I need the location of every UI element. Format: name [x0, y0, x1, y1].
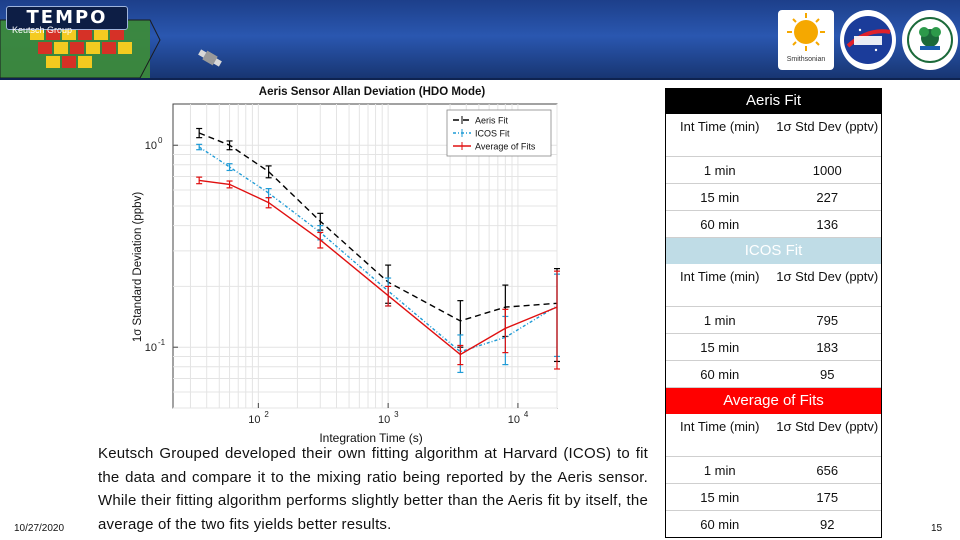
int-time-cell: 15 min [700, 489, 740, 505]
x-tick-exponent: 4 [524, 410, 529, 419]
table-row: 60 min 136 [666, 211, 881, 238]
icos-header-row: Int Time (min) 1σ Std Dev (pptv) [666, 264, 881, 307]
sun-icon [787, 13, 825, 51]
y-tick-label: 10 [145, 342, 157, 354]
series-line [199, 179, 558, 356]
chart-svg: Aeris Sensor Allan Deviation (HDO Mode) … [132, 86, 560, 445]
int-time-cell: 15 min [700, 339, 740, 355]
chart-title: Aeris Sensor Allan Deviation (HDO Mode) [259, 86, 486, 98]
epa-logo [902, 10, 958, 70]
std-dev-cell: 656 [816, 462, 839, 478]
tempo-logo: TEMPO [6, 6, 128, 30]
std-dev-cell: 227 [816, 189, 839, 205]
table-row: 15 min 183 [666, 334, 881, 361]
table-row: 15 min 227 [666, 184, 881, 211]
satellite-icon [198, 49, 222, 67]
average-header-row: Int Time (min) 1σ Std Dev (pptv) [666, 414, 881, 457]
smithsonian-logo: Smithsonian [778, 10, 834, 70]
col-int-time: Int Time (min) [680, 419, 760, 434]
int-time-cell: 1 min [703, 312, 736, 328]
group-label: Keutsch Group [12, 25, 73, 35]
int-time-cell: 1 min [703, 162, 736, 178]
aeris-table-title: Aeris Fit [666, 88, 881, 114]
x-tick-label: 10 [378, 414, 390, 426]
x-tick-label: 10 [508, 414, 520, 426]
table-row: 15 min 175 [666, 484, 881, 511]
x-tick-exponent: 3 [394, 410, 399, 419]
std-dev-cell: 795 [816, 312, 839, 328]
icos-table-title: ICOS Fit [666, 238, 881, 264]
y-tick-exponent: -1 [158, 338, 166, 347]
aeris-header-row: Int Time (min) 1σ Std Dev (pptv) [666, 114, 881, 157]
std-dev-cell: 136 [816, 216, 839, 232]
nasa-meatball-icon [844, 16, 892, 64]
series-line [198, 146, 558, 353]
y-axis-label: 1σ Standard Deviation (ppbv) [132, 192, 144, 342]
y-tick-exponent: 0 [158, 136, 163, 145]
banner-divider [0, 78, 960, 80]
slide-caption: Keutsch Grouped developed their own fitt… [98, 445, 648, 533]
int-time-cell: 15 min [700, 189, 740, 205]
std-dev-cell: 183 [816, 339, 839, 355]
int-time-cell: 60 min [700, 516, 740, 532]
fit-tables: Aeris Fit Int Time (min) 1σ Std Dev (ppt… [665, 88, 882, 538]
nasa-logo [840, 10, 896, 70]
col-std-dev: 1σ Std Dev (pptv) [776, 119, 879, 134]
legend-label: Aeris Fit [475, 116, 509, 126]
legend-label: Average of Fits [475, 142, 536, 152]
icos-table: ICOS Fit Int Time (min) 1σ Std Dev (pptv… [665, 238, 882, 388]
series-line [198, 132, 558, 322]
table-row: 60 min 92 [666, 511, 881, 537]
aeris-table: Aeris Fit Int Time (min) 1σ Std Dev (ppt… [665, 88, 882, 238]
allan-deviation-chart: Aeris Sensor Allan Deviation (HDO Mode) … [125, 80, 585, 450]
epa-flower-icon [907, 17, 953, 63]
table-row: 60 min 95 [666, 361, 881, 388]
col-int-time: Int Time (min) [680, 119, 760, 134]
slide-date: 10/27/2020 [14, 523, 65, 534]
table-row: 1 min 1000 [666, 157, 881, 184]
page-number: 15 [931, 523, 943, 534]
table-row: 1 min 656 [666, 457, 881, 484]
int-time-cell: 60 min [700, 366, 740, 382]
int-time-cell: 60 min [700, 216, 740, 232]
col-std-dev: 1σ Std Dev (pptv) [776, 269, 879, 284]
y-tick-label: 10 [145, 140, 157, 152]
int-time-cell: 1 min [703, 462, 736, 478]
legend-label: ICOS Fit [475, 129, 510, 139]
x-tick-exponent: 2 [264, 410, 269, 419]
std-dev-cell: 92 [820, 516, 835, 532]
smithsonian-caption: Smithsonian [786, 56, 826, 63]
std-dev-cell: 95 [820, 366, 835, 382]
average-table-title: Average of Fits [666, 388, 881, 414]
col-int-time: Int Time (min) [680, 269, 760, 284]
col-std-dev: 1σ Std Dev (pptv) [776, 419, 879, 434]
std-dev-cell: 175 [816, 489, 839, 505]
x-tick-label: 10 [248, 414, 260, 426]
legend-box [446, 109, 552, 157]
table-row: 1 min 795 [666, 307, 881, 334]
std-dev-cell: 1000 [812, 162, 842, 178]
header-banner: TEMPO Keutsch Group Smithsonian [0, 0, 960, 80]
x-axis-label: Integration Time (s) [319, 431, 422, 445]
average-table: Average of Fits Int Time (min) 1σ Std De… [665, 388, 882, 538]
